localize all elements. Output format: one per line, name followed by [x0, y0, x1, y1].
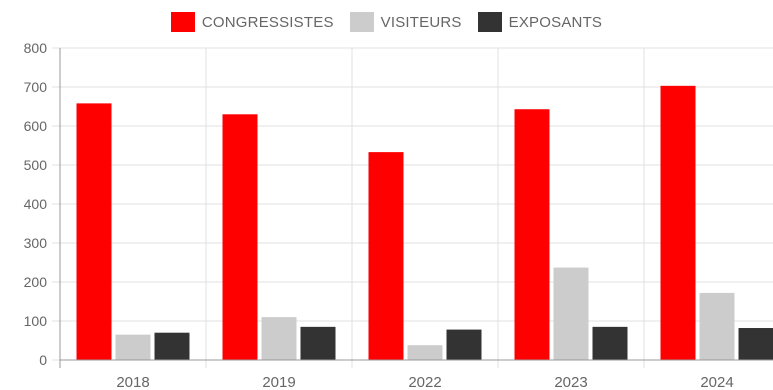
chart-legend: CONGRESSISTES VISITEURS EXPOSANTS: [0, 12, 773, 32]
x-tick-label: 2018: [116, 374, 149, 390]
y-tick-label: 0: [39, 352, 47, 368]
y-tick-label: 200: [24, 274, 48, 290]
bar-visiteurs-2022[interactable]: [407, 345, 443, 360]
y-tick-label: 600: [24, 118, 48, 134]
legend-label-exposants: EXPOSANTS: [508, 13, 603, 31]
bar-congressistes-2022[interactable]: [368, 152, 404, 360]
legend-swatch-exposants: [477, 12, 502, 32]
bar-exposants-2023[interactable]: [592, 326, 628, 360]
y-tick-label: 800: [24, 40, 48, 56]
chart-axes: 0 100 200 300 400 500 600 700 800 2018 2019 2022 202…: [24, 40, 773, 390]
legend-label-congressistes: CONGRESSISTES: [201, 13, 334, 31]
bar-exposants-2024[interactable]: [738, 328, 773, 360]
x-tick-label: 2024: [700, 374, 733, 390]
y-tick-label: 500: [24, 157, 48, 173]
bar-visiteurs-2019[interactable]: [261, 317, 297, 360]
y-tick-label: 100: [24, 313, 48, 329]
y-tick-label: 700: [24, 79, 48, 95]
legend-swatch-visiteurs: [349, 12, 374, 32]
x-tick-label: 2023: [554, 374, 587, 390]
bar-congressistes-2018[interactable]: [76, 103, 112, 360]
bar-exposants-2018[interactable]: [154, 332, 190, 360]
bar-visiteurs-2018[interactable]: [115, 334, 151, 360]
legend-swatch-congressistes: [170, 12, 195, 32]
x-tick-label: 2022: [408, 374, 441, 390]
x-tick-label: 2019: [262, 374, 295, 390]
legend-item-exposants[interactable]: EXPOSANTS: [477, 12, 603, 32]
bar-congressistes-2024[interactable]: [660, 85, 696, 360]
y-tick-label: 300: [24, 235, 48, 251]
bar-visiteurs-2023[interactable]: [553, 267, 589, 360]
bar-congressistes-2019[interactable]: [222, 114, 258, 360]
bar-visiteurs-2024[interactable]: [699, 292, 735, 360]
y-tick-label: 400: [24, 196, 48, 212]
bar-exposants-2019[interactable]: [300, 326, 336, 360]
legend-item-visiteurs[interactable]: VISITEURS: [349, 12, 462, 32]
chart-bars: [76, 85, 773, 360]
bar-exposants-2022[interactable]: [446, 329, 482, 360]
bar-congressistes-2023[interactable]: [514, 109, 550, 360]
legend-item-congressistes[interactable]: CONGRESSISTES: [170, 12, 334, 32]
legend-label-visiteurs: VISITEURS: [380, 13, 462, 31]
